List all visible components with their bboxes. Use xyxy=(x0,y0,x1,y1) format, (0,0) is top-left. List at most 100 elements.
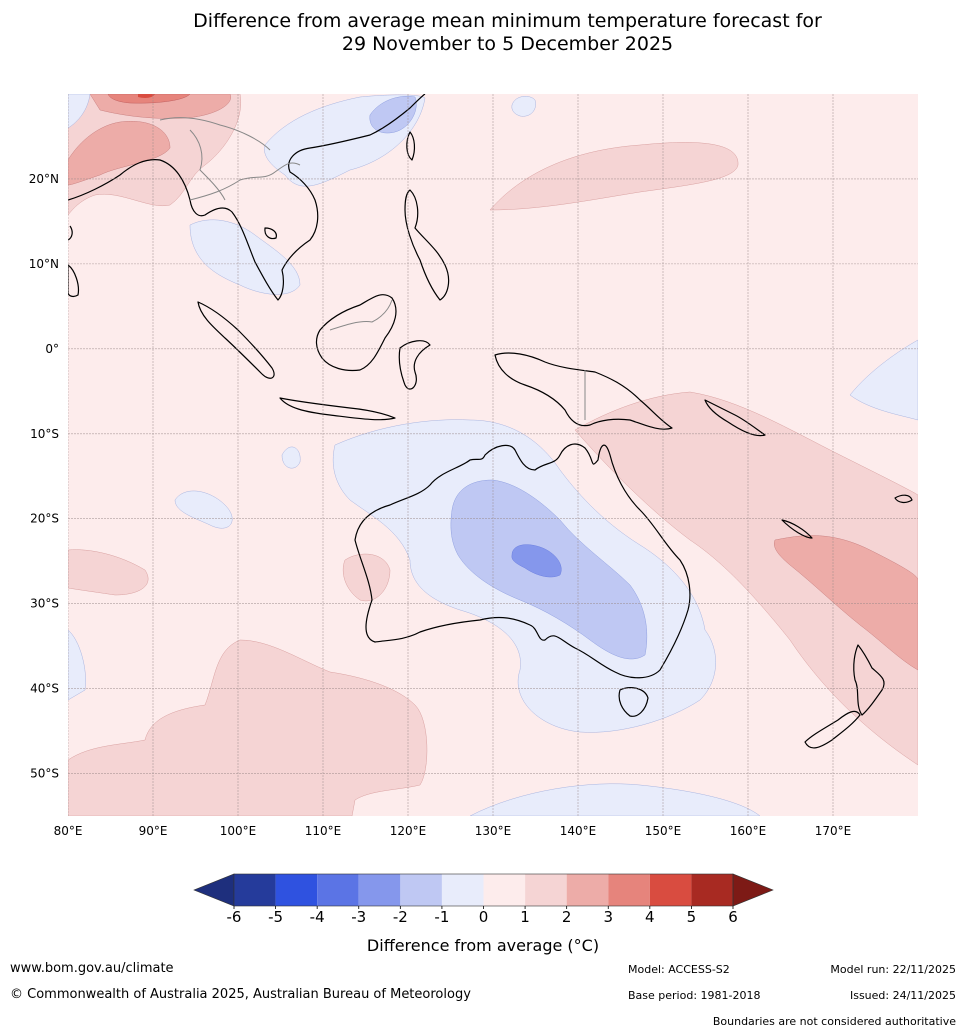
colorbar-tick-label: 2 xyxy=(562,908,572,926)
colorbar-tick-label: 5 xyxy=(687,908,697,926)
longitude-label: 130°E xyxy=(475,824,512,838)
colorbar-swatch xyxy=(649,874,692,906)
colorbar: -6 -5 -4 -3 -2 -1 0 1 2 3 4 5 6 xyxy=(193,873,774,926)
colorbar-tick-label: -1 xyxy=(434,908,449,926)
coastline-new-zealand-north xyxy=(853,644,885,716)
colorbar-swatch xyxy=(317,874,359,906)
anomaly-region-warm-south-china xyxy=(68,120,171,186)
longitude-label: 140°E xyxy=(560,824,597,838)
colorbar-tick-label: 3 xyxy=(603,908,613,926)
latitude-label: 30°S xyxy=(30,597,59,611)
latitude-label: 50°S xyxy=(30,767,59,781)
colorbar-tick-label: 1 xyxy=(520,908,530,926)
anomaly-region-warm-west-indian xyxy=(68,549,149,596)
colorbar-tick-label: -3 xyxy=(351,908,366,926)
disclaimer-text: Boundaries are not considered authoritat… xyxy=(712,1015,956,1028)
title-line-1: Difference from average mean minimum tem… xyxy=(193,10,822,32)
colorbar-swatch xyxy=(275,874,318,906)
coastline-hainan xyxy=(264,227,277,240)
coastline-new-zealand-south xyxy=(804,710,861,749)
colorbar-swatch xyxy=(566,874,609,906)
coastline-philippines xyxy=(404,189,450,301)
longitude-label: 120°E xyxy=(390,824,427,838)
anomaly-region-cool-north-pacific xyxy=(511,96,536,117)
colorbar-tick-label: 4 xyxy=(645,908,655,926)
coastline-sumatra xyxy=(197,301,275,379)
coastline-sri-lanka xyxy=(68,264,80,298)
colorbar-swatch xyxy=(234,874,276,906)
latitude-label: 40°S xyxy=(30,682,59,696)
longitude-label: 160°E xyxy=(730,824,767,838)
longitude-labels: 80°E 90°E 100°E 110°E 120°E 130°E 140°E 150°E 16… xyxy=(54,824,852,838)
anomaly-region-warm-tasman xyxy=(774,535,918,671)
anomaly-region-warm-north-pacific xyxy=(489,142,739,211)
colorbar-tick-label: -2 xyxy=(393,908,408,926)
map-title: Difference from average mean minimum tem… xyxy=(0,10,965,56)
anomaly-region-cool-china-core xyxy=(369,96,417,134)
latitude-label: 20°S xyxy=(30,512,59,526)
coastline-fiji xyxy=(894,494,913,504)
anomaly-region-cool-indian-ocean xyxy=(174,490,233,529)
colorbar-swatch xyxy=(400,874,442,906)
anomaly-region-cool-pacific-east xyxy=(849,339,918,421)
country-boundaries xyxy=(159,117,586,420)
longitude-label: 100°E xyxy=(220,824,257,838)
anomaly-region-warm-coral-sea xyxy=(574,391,918,766)
anomaly-region-cool-indochina xyxy=(189,219,301,295)
base-period-text: Base period: 1981-2018 xyxy=(628,989,761,1002)
coastline-india xyxy=(68,225,73,241)
colorbar-tick-label: 0 xyxy=(479,908,489,926)
longitude-label: 80°E xyxy=(54,824,83,838)
coastline-new-caledonia xyxy=(781,519,813,539)
colorbar-tick-label: -5 xyxy=(268,908,283,926)
coastline-solomons xyxy=(704,399,766,437)
boundary-indochina xyxy=(189,162,301,201)
boundary-china-south xyxy=(159,117,271,151)
colorbar-max-extension xyxy=(732,873,774,907)
latitude-label: 0° xyxy=(45,342,59,356)
colorbar-swatch xyxy=(608,874,650,906)
anomaly-region-cool-island xyxy=(281,446,301,469)
colorbar-tick-label: 6 xyxy=(728,908,738,926)
latitude-label: 20°N xyxy=(29,172,59,186)
issued-text: Issued: 24/11/2025 xyxy=(849,989,956,1002)
model-run-text: Model run: 22/11/2025 xyxy=(830,963,956,976)
coastline-mainland-asia xyxy=(68,94,426,301)
longitude-label: 170°E xyxy=(815,824,852,838)
longitude-label: 90°E xyxy=(139,824,168,838)
colorbar-swatch xyxy=(358,874,401,906)
anomaly-region-warm-southern-ocean xyxy=(68,639,428,816)
coastline-taiwan xyxy=(406,131,416,161)
anomaly-region-hot-spot xyxy=(138,94,155,98)
colorbar-min-extension xyxy=(193,873,235,907)
colorbar-tick-label: -4 xyxy=(310,908,325,926)
coastline-sulawesi xyxy=(398,340,431,390)
model-text: Model: ACCESS-S2 xyxy=(628,963,730,976)
longitude-label: 110°E xyxy=(305,824,342,838)
anomaly-shading xyxy=(68,94,918,816)
coastline-borneo xyxy=(315,294,397,372)
latitude-label: 10°N xyxy=(29,257,59,271)
anomaly-region-cool-far-south xyxy=(469,783,761,816)
title-line-2: 29 November to 5 December 2025 xyxy=(341,33,674,55)
coastline-australia xyxy=(354,443,691,679)
anomaly-region-cold-core xyxy=(511,544,562,578)
coastlines xyxy=(68,94,913,749)
colorbar-swatch xyxy=(691,874,733,906)
colorbar-swatch xyxy=(441,874,484,906)
colorbar-swatch xyxy=(525,874,567,906)
website-link[interactable]: www.bom.gov.au/climate xyxy=(10,961,174,976)
graticule xyxy=(68,94,918,816)
anomaly-region-cool-west-edge xyxy=(68,629,86,701)
latitude-label: 10°S xyxy=(30,427,59,441)
colorbar-tick-label: -6 xyxy=(227,908,242,926)
latitude-labels: 20°N 10°N 0° 10°S 20°S 30°S 40°S 50°S xyxy=(29,172,59,781)
colorbar-title: Difference from average (°C) xyxy=(367,936,599,955)
copyright-text: © Commonwealth of Australia 2025, Austra… xyxy=(10,987,471,1002)
boundary-borneo xyxy=(329,299,393,331)
boundary-myanmar xyxy=(189,129,226,201)
colorbar-swatch xyxy=(483,874,526,906)
coastline-java xyxy=(279,397,396,421)
coastline-new-guinea xyxy=(494,352,673,430)
